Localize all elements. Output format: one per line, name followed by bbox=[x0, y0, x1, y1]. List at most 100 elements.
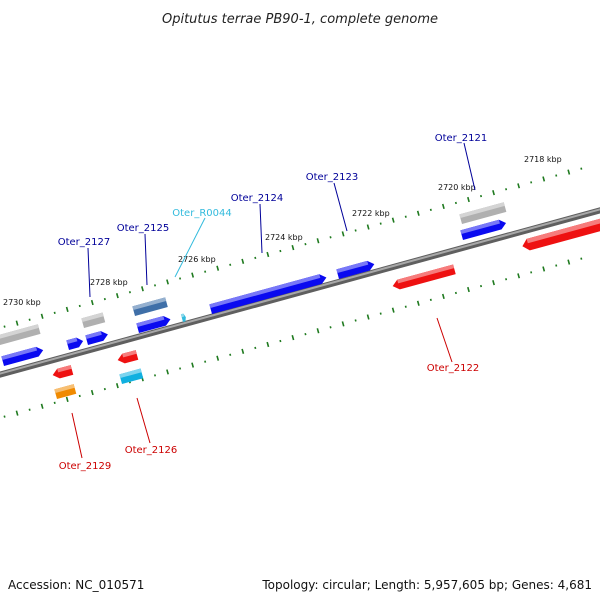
minor-tick bbox=[78, 304, 81, 308]
svg-text:Oter_2123: Oter_2123 bbox=[306, 172, 359, 183]
minor-tick bbox=[53, 401, 56, 405]
major-tick bbox=[517, 183, 521, 189]
minor-tick bbox=[354, 319, 357, 322]
gene-label-oter-2121[interactable]: Oter_2121 bbox=[435, 133, 488, 191]
major-tick bbox=[316, 328, 320, 334]
genome-summary-text: Topology: circular; Length: 5,957,605 bp… bbox=[262, 578, 592, 592]
minor-tick bbox=[128, 291, 131, 294]
gene-label-oter-2123[interactable]: Oter_2123 bbox=[306, 172, 359, 232]
minor-tick bbox=[379, 312, 382, 315]
major-tick bbox=[166, 279, 169, 285]
svg-text:Oter_2129: Oter_2129 bbox=[59, 461, 112, 472]
minor-tick bbox=[229, 353, 232, 356]
major-tick bbox=[441, 203, 445, 210]
gene-label-oter-2129[interactable]: Oter_2129 bbox=[59, 412, 112, 472]
major-tick bbox=[391, 307, 395, 313]
major-tick bbox=[90, 389, 94, 396]
gene-feature-oter-2129[interactable] bbox=[52, 365, 74, 379]
gene-feature-oter-2123[interactable] bbox=[336, 260, 375, 279]
gene-feature-oter-2120[interactable] bbox=[522, 217, 600, 251]
minor-tick bbox=[580, 257, 583, 260]
minor-tick bbox=[454, 201, 457, 205]
major-tick bbox=[191, 362, 195, 368]
accession-text: Accession: NC_010571 bbox=[8, 578, 145, 592]
minor-tick bbox=[103, 387, 106, 391]
scale-ticks-outer bbox=[3, 167, 583, 328]
minor-tick bbox=[254, 346, 257, 350]
minor-tick bbox=[505, 188, 508, 191]
major-tick bbox=[266, 341, 270, 348]
scale-labels: 2718 kbp 2720 kbp 2722 kbp 2724 kbp 2726… bbox=[3, 155, 562, 307]
major-tick bbox=[15, 410, 19, 416]
major-tick bbox=[266, 251, 270, 258]
major-tick bbox=[191, 272, 195, 278]
minor-tick bbox=[179, 367, 182, 370]
major-tick bbox=[15, 320, 19, 326]
major-tick bbox=[517, 273, 521, 279]
svg-text:Oter_R0044: Oter_R0044 bbox=[172, 208, 231, 219]
gene-feature-oter-2128[interactable] bbox=[66, 337, 84, 350]
gene-feature-oter-2129-b[interactable] bbox=[54, 384, 77, 399]
major-tick bbox=[567, 169, 571, 175]
gene-label-oter-2125[interactable]: Oter_2125 bbox=[117, 223, 170, 286]
tick-label-2726: 2726 kbp bbox=[178, 255, 216, 264]
major-tick bbox=[216, 355, 220, 361]
gene-label-oter-2126[interactable]: Oter_2126 bbox=[125, 397, 178, 456]
minor-tick bbox=[429, 208, 432, 212]
major-tick bbox=[416, 210, 420, 216]
major-tick bbox=[90, 299, 94, 306]
minor-tick bbox=[28, 408, 31, 411]
gene-label-oter-2124[interactable]: Oter_2124 bbox=[231, 193, 284, 254]
tick-label-2724: 2724 kbp bbox=[265, 233, 303, 242]
major-tick bbox=[542, 266, 546, 272]
minor-tick bbox=[505, 278, 508, 281]
gene-label-oter-2122[interactable]: Oter_2122 bbox=[427, 317, 480, 374]
major-tick bbox=[492, 280, 495, 286]
tick-label-2728: 2728 kbp bbox=[90, 278, 128, 287]
major-tick bbox=[65, 396, 69, 403]
gene-feature-oter-2122[interactable] bbox=[392, 264, 456, 290]
minor-tick bbox=[153, 374, 157, 377]
major-tick bbox=[441, 293, 445, 300]
gene-feature-oter-r0044[interactable] bbox=[180, 313, 186, 322]
tick-label-2718: 2718 kbp bbox=[524, 155, 562, 164]
minor-tick bbox=[404, 215, 407, 218]
minor-tick bbox=[28, 318, 31, 321]
gene-feature-oter-2125[interactable] bbox=[136, 315, 171, 333]
minor-tick bbox=[379, 222, 382, 225]
gene-feature-oter-2126-b[interactable] bbox=[119, 368, 144, 384]
gene-label-oter-2127[interactable]: Oter_2127 bbox=[58, 237, 111, 298]
minor-tick bbox=[429, 298, 432, 302]
gene-feature-oter-2130[interactable] bbox=[1, 346, 44, 366]
major-tick bbox=[65, 306, 69, 313]
major-tick bbox=[366, 314, 370, 320]
minor-tick bbox=[103, 297, 106, 301]
major-tick bbox=[241, 348, 245, 354]
tick-label-2730: 2730 kbp bbox=[3, 298, 41, 307]
major-tick bbox=[567, 259, 571, 265]
gene-feature-oter-2121[interactable] bbox=[460, 219, 507, 240]
minor-tick bbox=[279, 249, 282, 253]
minor-tick bbox=[53, 311, 56, 315]
gene-label-oter-r0044[interactable]: Oter_R0044 bbox=[172, 208, 232, 278]
gene-feature-oter-2125-b[interactable] bbox=[132, 297, 168, 316]
gene-labels: Oter_2121 Oter_2122 Oter_2123 Oter_2124 … bbox=[58, 133, 488, 472]
major-tick bbox=[241, 258, 245, 264]
gene-feature-pseudo-2121[interactable] bbox=[459, 202, 507, 224]
minor-tick bbox=[3, 325, 6, 328]
minor-tick bbox=[78, 394, 81, 398]
svg-text:Oter_2122: Oter_2122 bbox=[427, 363, 480, 374]
gene-feature-oter-2126[interactable] bbox=[117, 350, 139, 364]
major-tick bbox=[391, 217, 395, 223]
gene-feature-pseudo-2127[interactable] bbox=[81, 312, 106, 328]
gene-features bbox=[0, 202, 600, 399]
major-tick bbox=[467, 196, 470, 203]
major-tick bbox=[115, 293, 119, 299]
scale-ticks-inner bbox=[3, 257, 583, 418]
gene-feature-oter-2124[interactable] bbox=[209, 274, 327, 314]
major-tick bbox=[115, 383, 119, 389]
gene-feature-oter-2127[interactable] bbox=[85, 331, 108, 345]
minor-tick bbox=[179, 277, 182, 280]
gene-feature-pseudo-2130[interactable] bbox=[0, 324, 41, 345]
